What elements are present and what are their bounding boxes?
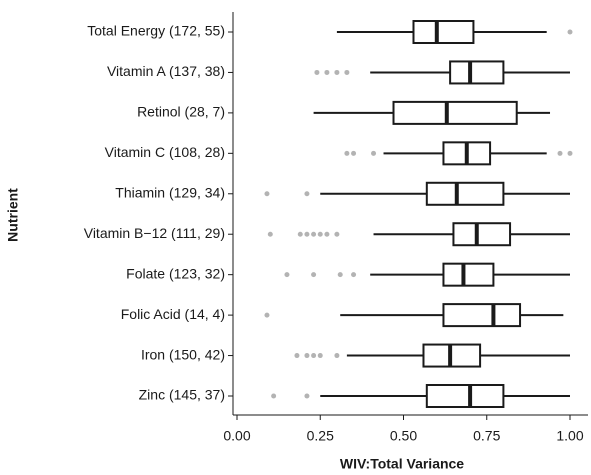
y-tick-label: Retinol (28, 7) — [137, 104, 225, 120]
outlier — [371, 150, 377, 156]
outlier — [304, 231, 310, 237]
outlier — [294, 353, 300, 359]
outlier — [344, 69, 350, 75]
outlier — [334, 353, 340, 359]
outlier — [317, 231, 323, 237]
outlier — [304, 393, 310, 399]
outlier — [264, 312, 270, 318]
y-tick-label: Iron (150, 42) — [141, 346, 225, 362]
outlier — [304, 353, 310, 359]
y-tick-label: Vitamin A (137, 38) — [107, 63, 225, 79]
outlier — [264, 191, 270, 197]
outlier — [351, 150, 357, 156]
box — [452, 222, 512, 247]
y-tick-label: Folate (123, 32) — [126, 265, 225, 281]
outlier — [271, 393, 277, 399]
outlier — [557, 150, 563, 156]
x-tick-label: 1.00 — [556, 428, 583, 444]
outlier — [314, 69, 320, 75]
y-tick-label: Vitamin C (108, 28) — [105, 144, 225, 160]
outlier — [337, 272, 343, 278]
outlier — [267, 231, 273, 237]
box — [425, 384, 505, 408]
box — [442, 262, 495, 287]
box — [442, 303, 522, 328]
outlier — [324, 69, 330, 75]
y-axis-title: Nutrient — [5, 188, 21, 242]
y-tick-label: Thiamin (129, 34) — [115, 184, 225, 200]
box — [425, 181, 505, 206]
outlier — [334, 231, 340, 237]
outlier — [317, 353, 323, 359]
outlier — [344, 150, 350, 156]
outlier — [567, 29, 573, 35]
x-tick-label: 0.75 — [473, 428, 500, 444]
outlier — [284, 272, 290, 278]
y-tick-label: Zinc (145, 37) — [139, 387, 225, 403]
y-tick-label: Total Energy (172, 55) — [87, 23, 225, 39]
outlier — [311, 353, 317, 359]
y-tick-label: Vitamin B−12 (111, 29) — [84, 225, 225, 241]
outlier — [324, 231, 330, 237]
outlier — [311, 231, 317, 237]
x-tick-label: 0.50 — [390, 428, 417, 444]
outlier — [334, 69, 340, 75]
x-axis-title: WIV:Total Variance — [340, 456, 464, 472]
outlier — [311, 272, 317, 278]
x-tick-label: 0.25 — [307, 428, 334, 444]
box — [449, 60, 505, 85]
outlier — [351, 272, 357, 278]
outlier — [567, 150, 573, 156]
box — [412, 20, 475, 44]
box — [392, 100, 518, 125]
x-tick-label: 0.00 — [223, 428, 250, 444]
y-tick-label: Folic Acid (14, 4) — [121, 306, 225, 322]
outlier — [304, 191, 310, 197]
outlier — [297, 231, 303, 237]
